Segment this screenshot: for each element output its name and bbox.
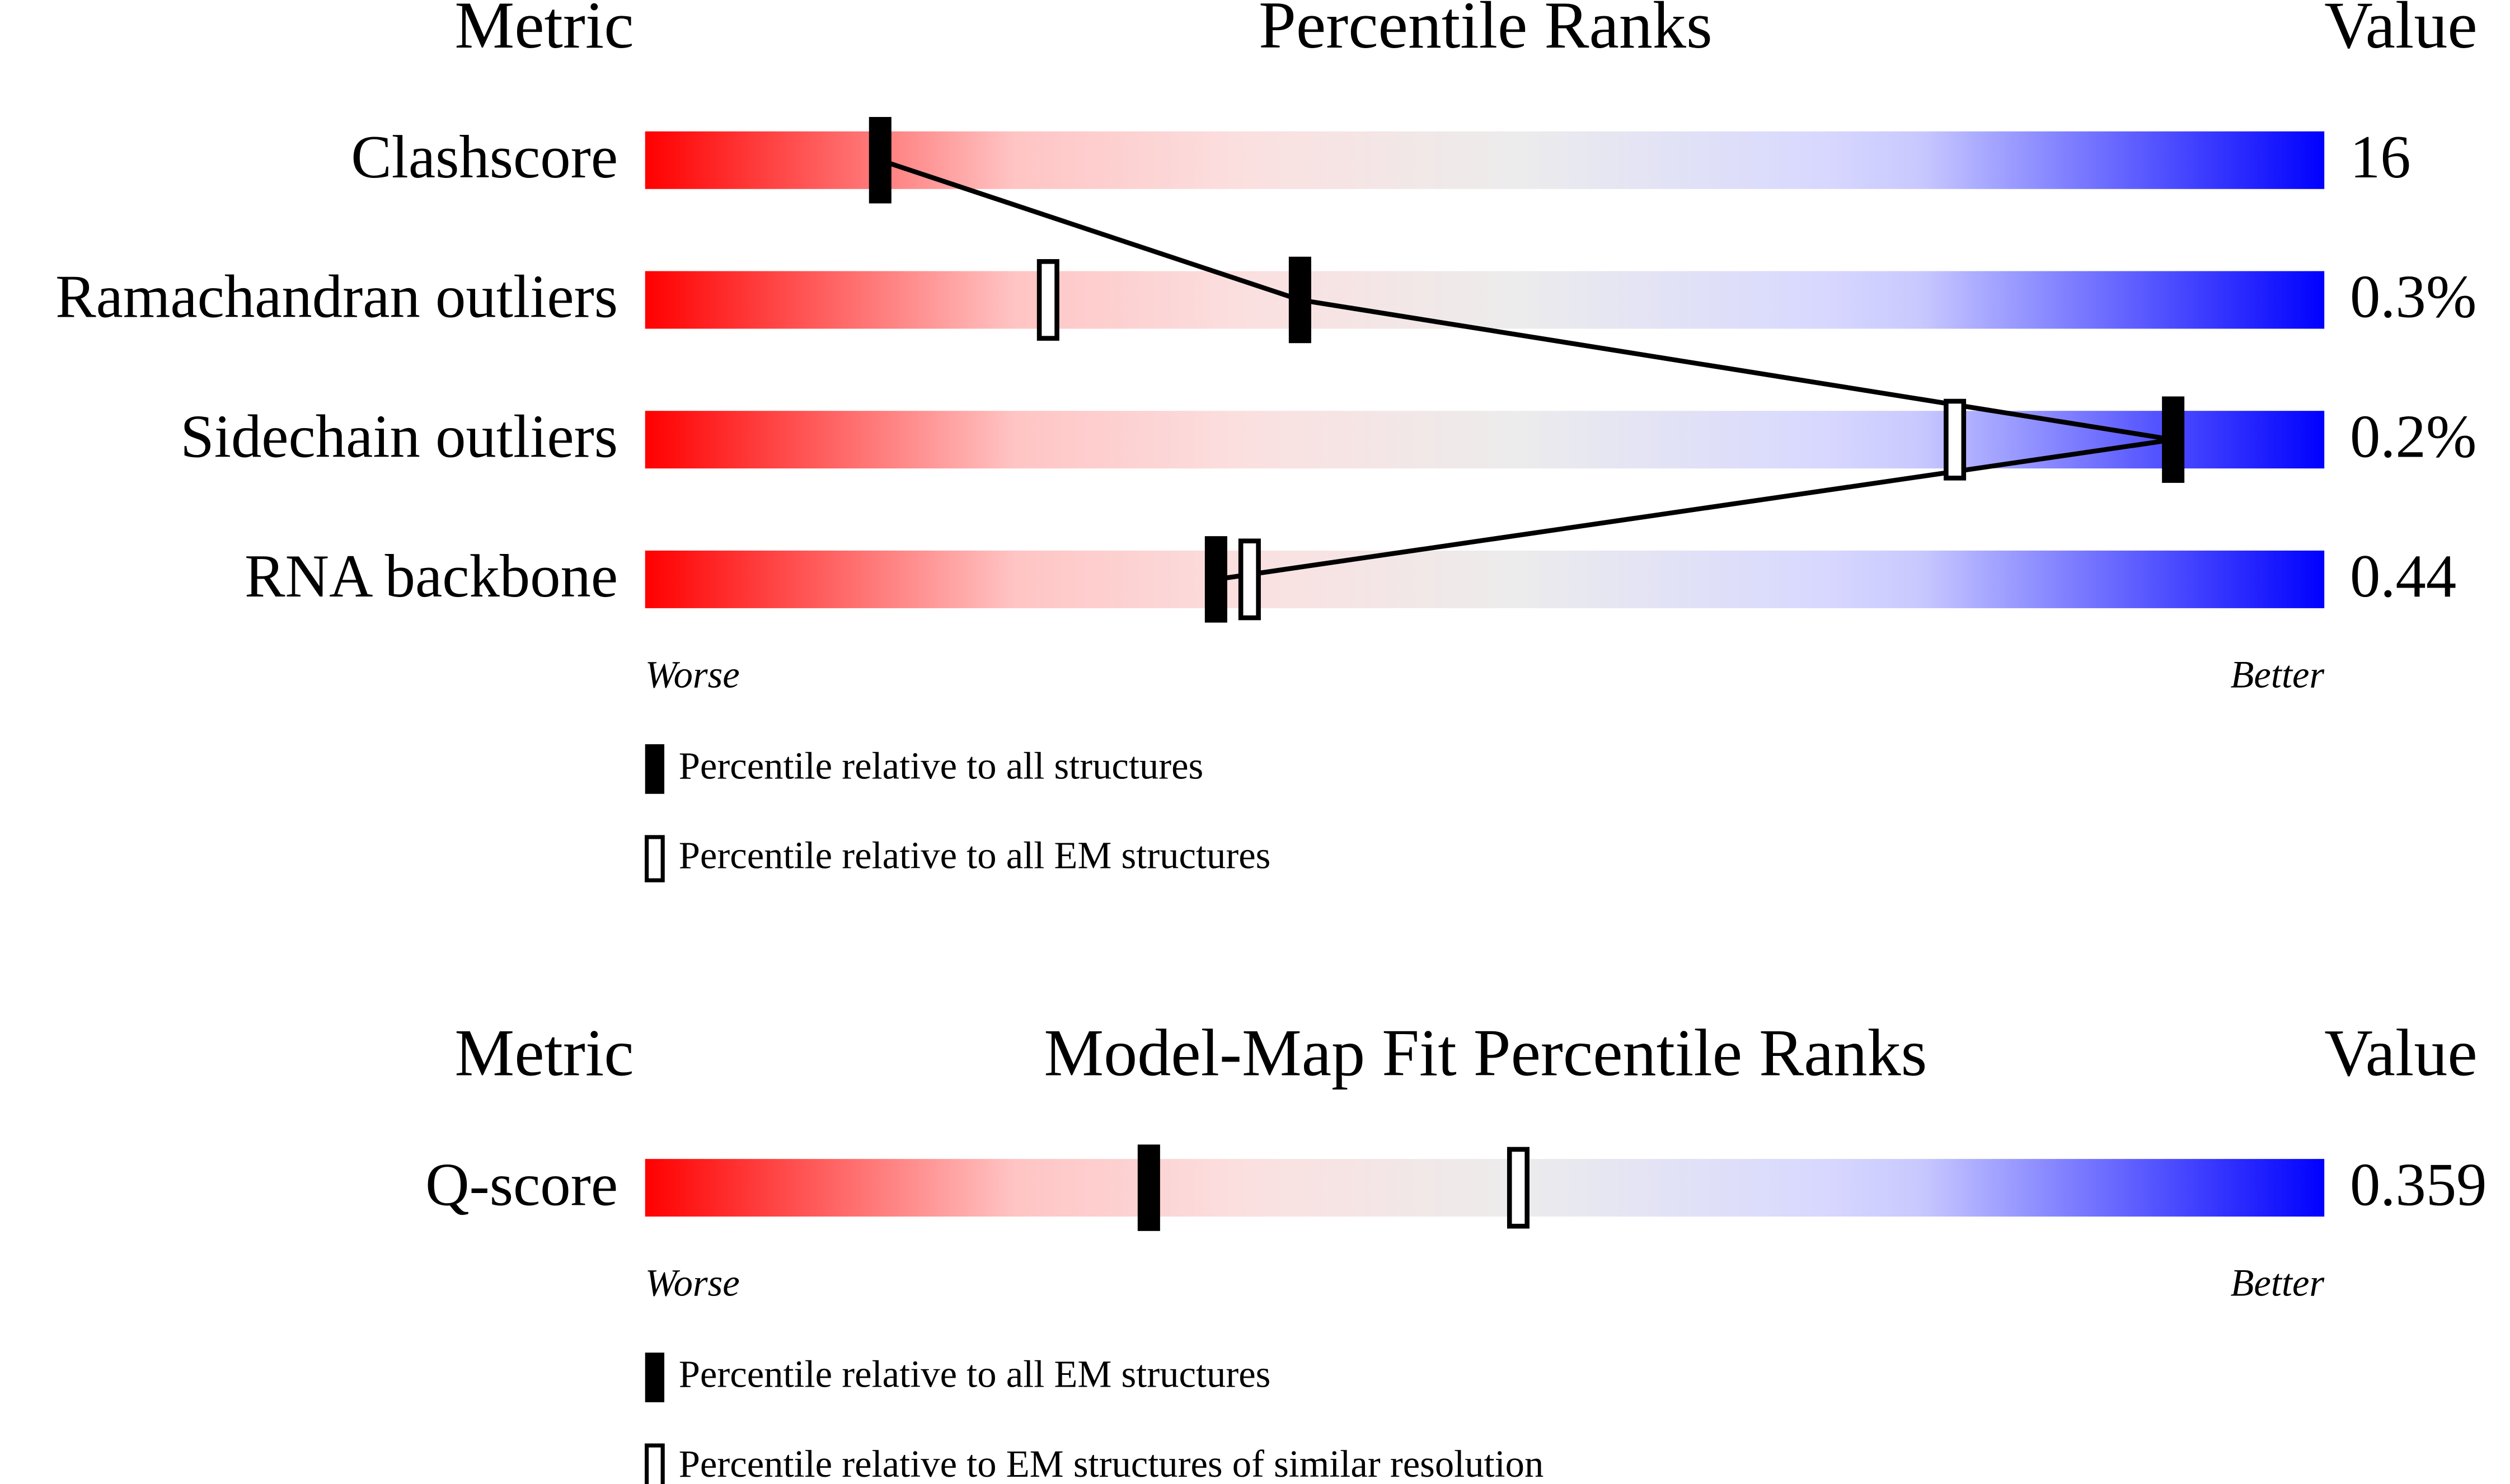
legend-swatch [645, 744, 665, 794]
percentile-marker [1288, 256, 1311, 344]
worse-label: Worse [645, 1262, 740, 1304]
metric-label: Clashscore [351, 123, 618, 191]
percentile-marker-hollow [1507, 1147, 1530, 1229]
gradient-bar [645, 550, 2325, 608]
percentile-marker [869, 117, 892, 204]
value-header: Value [2324, 1015, 2478, 1089]
chart-title: Percentile Ranks [1259, 0, 1713, 62]
percentile-marker-hollow [1238, 538, 1261, 621]
metric-value: 0.2% [2350, 402, 2476, 470]
gradient-bar [645, 271, 2325, 329]
better-label: Better [2231, 653, 2325, 696]
legend-label: Percentile relative to all EM structures [679, 834, 1271, 877]
percentile-marker [2162, 396, 2185, 483]
percentile-marker [1137, 1144, 1160, 1231]
metric-label: RNA backbone [245, 542, 618, 610]
metric-label: Ramachandran outliers [55, 263, 618, 331]
connector-line [879, 158, 2174, 582]
metric-header: Metric [454, 1015, 634, 1089]
percentile-marker [1204, 536, 1227, 623]
legend-label: Percentile relative to EM structures of … [679, 1443, 1544, 1484]
chart-title: Model-Map Fit Percentile Ranks [1044, 1015, 1927, 1089]
gradient-bar [645, 1159, 2325, 1217]
metric-label: Sidechain outliers [180, 402, 618, 470]
value-header: Value [2324, 0, 2478, 62]
percentile-marker-hollow [1944, 398, 1967, 481]
legend-swatch-hollow [644, 835, 665, 882]
metric-value: 0.3% [2350, 263, 2476, 331]
legend-swatch [645, 1352, 665, 1402]
metric-value: 0.44 [2350, 542, 2456, 610]
metric-value: 0.359 [2350, 1150, 2487, 1218]
legend-label: Percentile relative to all structures [679, 745, 1204, 787]
gradient-bar [645, 411, 2325, 469]
legend-swatch-hollow [644, 1443, 665, 1484]
worse-label: Worse [645, 653, 740, 696]
metric-value: 16 [2350, 123, 2411, 191]
metric-header: Metric [454, 0, 634, 62]
percentile-marker-hollow [1036, 259, 1059, 341]
better-label: Better [2231, 1262, 2325, 1304]
metric-label: Q-score [425, 1150, 618, 1218]
legend-label: Percentile relative to all EM structures [679, 1353, 1271, 1396]
gradient-bar [645, 131, 2325, 189]
